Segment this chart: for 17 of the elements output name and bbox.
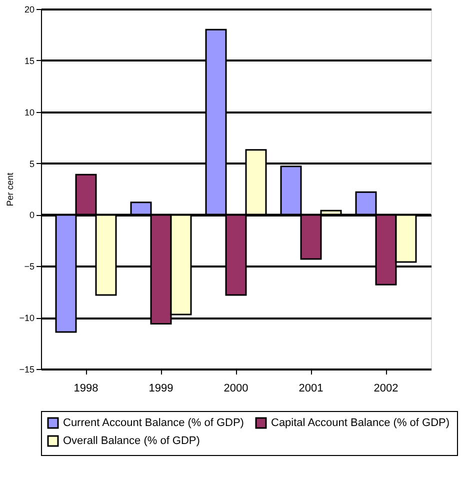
y-tick-label: 0: [29, 210, 34, 220]
x-tick-label: 2000: [224, 382, 248, 394]
y-axis-title: Per cent: [5, 172, 16, 206]
x-tick-label: 1999: [148, 382, 174, 394]
x-tick-label: 1998: [74, 382, 98, 394]
y-tick-label: 20: [24, 4, 34, 14]
y-tick-label: −5: [24, 262, 34, 272]
legend-label: Capital Account Balance (% of GDP): [271, 417, 450, 429]
y-tick-label: −10: [19, 313, 34, 324]
y-tick-label: 10: [24, 107, 34, 118]
x-tick-label: 2001: [298, 382, 324, 394]
y-tick-label: 5: [29, 158, 34, 169]
y-tick-label: 15: [24, 56, 34, 66]
legend-label: Overall Balance (% of GDP): [63, 435, 200, 447]
legend-label: Current Account Balance (% of GDP): [63, 417, 244, 429]
y-tick-label: −15: [19, 364, 34, 374]
x-tick-label: 2002: [374, 382, 398, 394]
